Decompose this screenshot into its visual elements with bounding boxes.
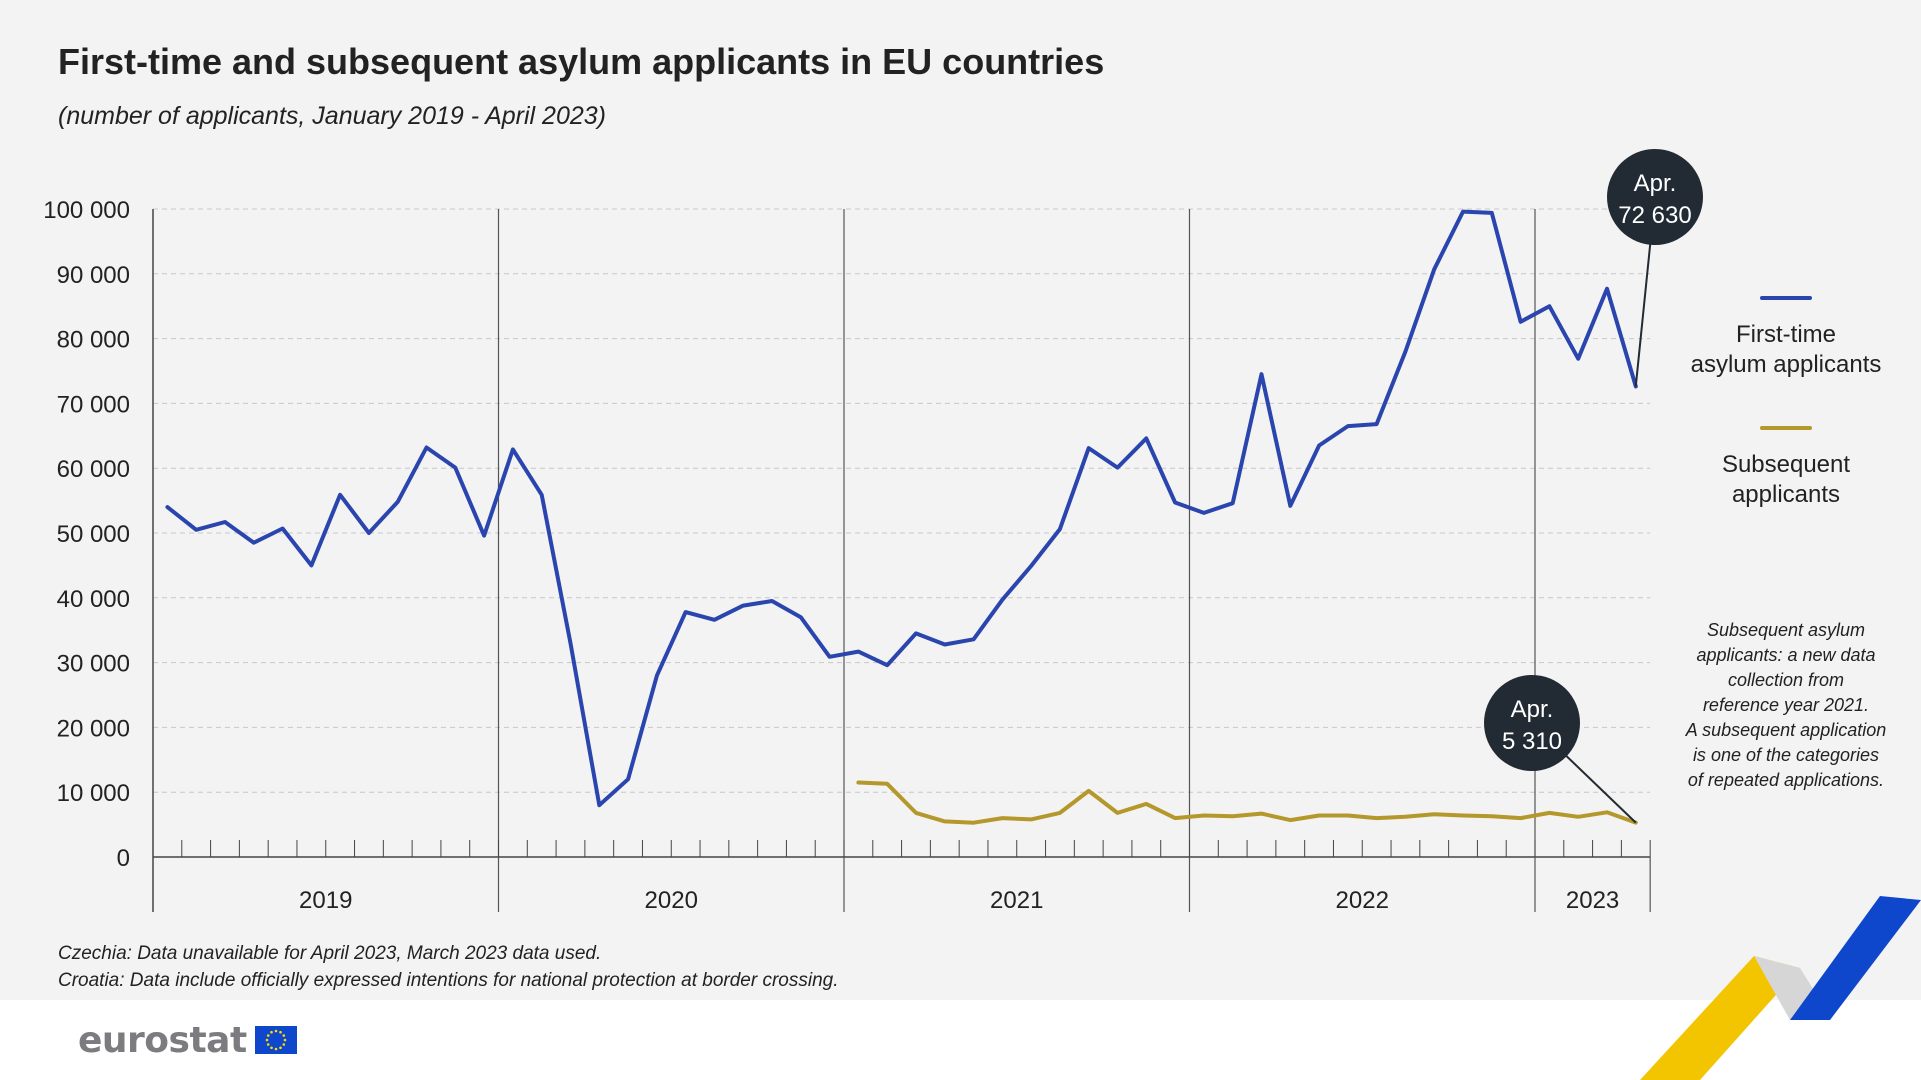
eu-star — [283, 1038, 286, 1042]
eu-flag-icon — [254, 1026, 297, 1054]
footnotes: Czechia: Data unavailable for April 2023… — [58, 943, 838, 991]
series-line — [856, 780, 1638, 825]
callout-label: Apr. — [1511, 696, 1554, 723]
legend-label: asylum applicants — [1691, 351, 1882, 378]
decorative-ribbons — [1640, 896, 1921, 1080]
eu-star — [274, 1029, 277, 1033]
eu-star — [265, 1038, 268, 1042]
eu-star — [282, 1034, 285, 1037]
y-tick-label: 50 000 — [57, 521, 130, 548]
y-tick-label: 90 000 — [57, 262, 130, 289]
x-year-label: 2020 — [645, 887, 698, 914]
footnote: Czechia: Data unavailable for April 2023… — [58, 943, 601, 964]
side-note: Subsequent asylum applicants: a new data c… — [1685, 620, 1886, 790]
x-year-label: 2021 — [990, 887, 1043, 914]
callout-bubble — [1484, 675, 1580, 771]
eurostat-logo: eurostat — [78, 1018, 297, 1062]
y-tick-label: 0 — [117, 845, 130, 872]
callout-label: Apr. — [1634, 170, 1677, 197]
callout-value: 5 310 — [1502, 728, 1562, 755]
x-year-label: 2022 — [1336, 887, 1389, 914]
eu-star — [278, 1046, 282, 1050]
y-tick-label: 10 000 — [57, 780, 130, 807]
y-tick-label: 60 000 — [57, 456, 130, 483]
footer-band — [0, 1000, 1921, 1080]
y-tick-label: 100 000 — [43, 197, 130, 224]
logo-text: eurostat — [78, 1019, 247, 1061]
y-tick-label: 30 000 — [57, 651, 130, 678]
series-lines — [165, 209, 1638, 825]
x-year-label: 2023 — [1566, 887, 1619, 914]
callouts: Apr. 72 630 Apr. 5 310 — [1484, 149, 1703, 824]
callout-value: 72 630 — [1618, 202, 1691, 229]
y-tick-label: 20 000 — [57, 715, 130, 742]
series-line — [165, 209, 1638, 808]
axes: 100 000 90 000 80 000 70 000 60 000 50 000 40 … — [43, 197, 1651, 914]
footnote: Croatia: Data include officially express… — [58, 970, 838, 991]
chart-subtitle: (number of applicants, January 2019 - Ap… — [58, 102, 606, 130]
y-tick-label: 70 000 — [57, 391, 130, 418]
eu-star — [269, 1046, 273, 1050]
callout-bubble — [1607, 149, 1703, 245]
legend-label: applicants — [1732, 481, 1840, 508]
chart-title: First-time and subsequent asylum applica… — [58, 41, 1104, 82]
eu-star — [269, 1030, 273, 1034]
legend-label: First-time — [1736, 321, 1836, 348]
x-year-label: 2019 — [299, 887, 352, 914]
eu-star — [282, 1043, 285, 1046]
eu-flag-stars — [265, 1029, 286, 1051]
eu-star — [266, 1034, 270, 1037]
eu-star — [274, 1047, 277, 1051]
legend: First-time asylum applicants Subsequent app… — [1691, 296, 1882, 508]
y-tick-label: 80 000 — [57, 327, 130, 354]
grid — [153, 208, 1651, 793]
y-tick-label: 40 000 — [57, 586, 130, 613]
eu-star — [266, 1043, 270, 1046]
eu-star — [278, 1030, 282, 1034]
legend-label: Subsequent — [1722, 451, 1850, 478]
